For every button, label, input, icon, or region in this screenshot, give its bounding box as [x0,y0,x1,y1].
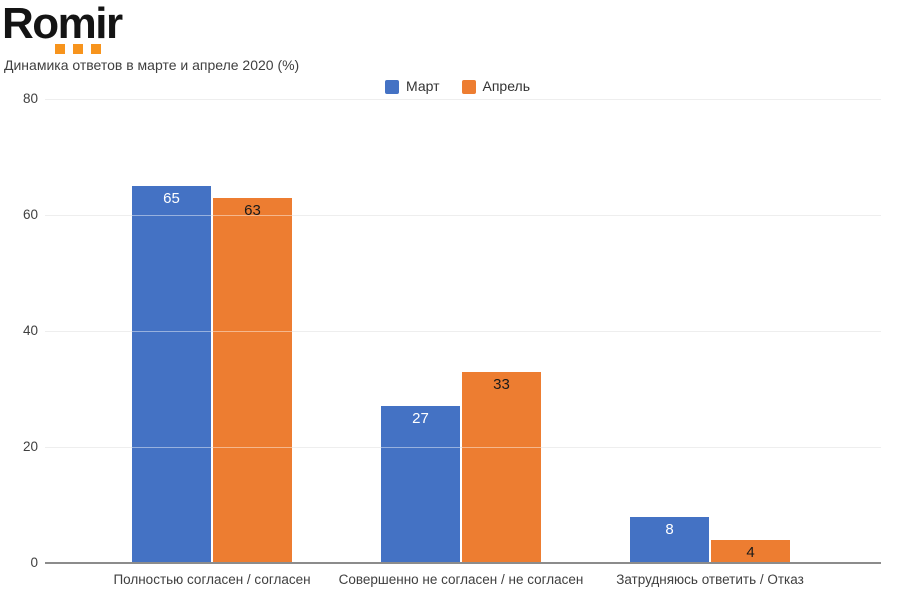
legend-label-aprel: Апрель [482,78,531,94]
bar-value-label: 63 [244,202,261,219]
gridline [45,331,881,332]
bar-series1-cat1[interactable] [462,372,541,563]
x-axis-label: Полностью согласен / согласен [113,572,311,587]
romir-logo-squares [55,44,101,54]
gridline-overlay [45,215,881,216]
legend-item-aprel[interactable]: Апрель [461,78,531,94]
logo-square-icon [73,44,83,54]
y-axis-label: 20 [22,439,38,454]
y-axis-label: 0 [30,555,38,570]
legend-swatch-mart [385,79,399,94]
x-axis-label: Затрудняюсь ответить / Отказ [616,572,804,587]
legend: Март Апрель [385,79,530,94]
bar-value-label: 27 [412,410,429,427]
y-axis-label: 60 [22,207,38,222]
bar-value-label: 65 [163,190,180,207]
bar-series0-cat1[interactable] [381,406,460,563]
bar-value-label: 4 [746,544,755,561]
bar-series0-cat0[interactable] [132,186,211,563]
bar-series1-cat0[interactable] [213,198,292,563]
x-axis-line [45,562,881,564]
bar-series0-cat2[interactable] [630,517,709,563]
gridline [45,215,881,216]
logo-square-icon [91,44,101,54]
gridline-overlay [45,331,881,332]
legend-label-mart: Март [406,78,440,94]
logo-square-icon [55,44,65,54]
x-axis-label: Совершенно не согласен / не согласен [338,572,584,587]
bar-value-label: 8 [665,521,674,538]
y-axis-label: 40 [22,323,38,338]
romir-logo-text: Romir [2,0,123,48]
gridline-overlay [45,447,881,448]
gridline-overlay [45,99,881,100]
chart-title: Динамика ответов в марте и апреле 2020 (… [4,57,300,73]
legend-swatch-aprel [461,79,476,94]
gridline [45,99,881,100]
romir-logo: Romir [2,0,123,54]
bar-series1-cat2[interactable] [711,540,790,563]
y-axis-label: 80 [22,91,38,106]
legend-item-mart[interactable]: Март [385,79,440,94]
bar-value-label: 33 [493,376,510,393]
